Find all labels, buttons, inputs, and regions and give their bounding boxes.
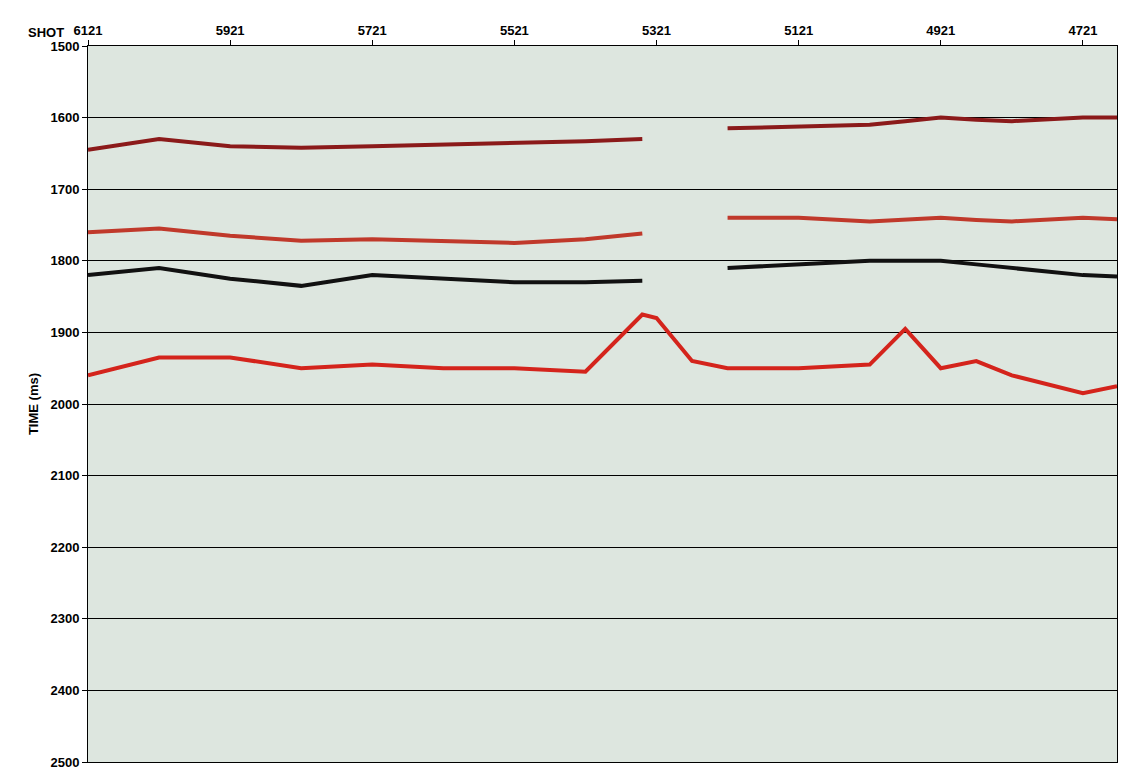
svg-text:1800: 1800 bbox=[50, 253, 79, 268]
svg-text:1500: 1500 bbox=[50, 39, 79, 54]
svg-text:2300: 2300 bbox=[50, 611, 79, 626]
svg-text:2200: 2200 bbox=[50, 540, 79, 555]
svg-text:2100: 2100 bbox=[50, 468, 79, 483]
svg-text:5321: 5321 bbox=[642, 23, 671, 38]
svg-text:5521: 5521 bbox=[500, 23, 529, 38]
svg-text:5921: 5921 bbox=[216, 23, 245, 38]
svg-text:5121: 5121 bbox=[784, 23, 813, 38]
svg-text:1900: 1900 bbox=[50, 325, 79, 340]
svg-text:2000: 2000 bbox=[50, 397, 79, 412]
svg-text:TIME (ms): TIME (ms) bbox=[26, 373, 41, 435]
svg-text:1700: 1700 bbox=[50, 182, 79, 197]
svg-text:2500: 2500 bbox=[50, 755, 79, 770]
svg-text:2400: 2400 bbox=[50, 683, 79, 698]
svg-text:5721: 5721 bbox=[358, 23, 387, 38]
svg-text:SHOT: SHOT bbox=[28, 25, 64, 40]
svg-text:1600: 1600 bbox=[50, 110, 79, 125]
svg-text:4921: 4921 bbox=[926, 23, 955, 38]
svg-text:6121: 6121 bbox=[74, 23, 103, 38]
svg-text:4721: 4721 bbox=[1068, 23, 1097, 38]
